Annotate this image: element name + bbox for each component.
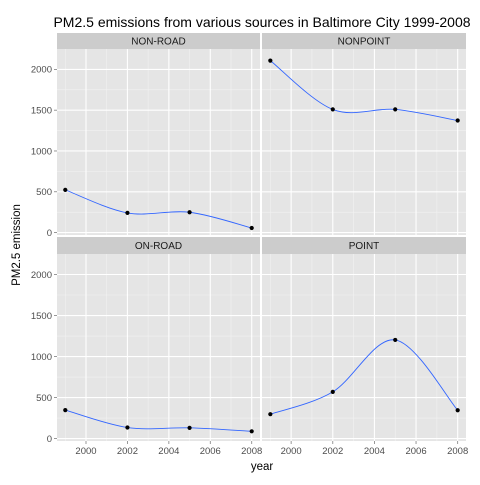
facet-strip-label: NONPOINT	[338, 37, 391, 48]
data-point	[393, 107, 398, 112]
series-line-non-road	[65, 189, 252, 229]
y-axis-label: PM2.5 emission	[11, 204, 23, 286]
facet-strip-nonpoint	[262, 33, 466, 49]
data-point	[455, 118, 460, 123]
panel-grid	[262, 254, 466, 441]
data-point	[330, 389, 335, 394]
data-point	[63, 187, 68, 192]
data-point	[63, 407, 68, 413]
panel-grid	[57, 254, 260, 441]
y-tick-label: 0	[47, 434, 52, 445]
panel-background	[262, 254, 466, 441]
data-point	[187, 425, 192, 430]
panel-background	[262, 49, 466, 235]
y-tick-label: 0	[47, 228, 52, 239]
y-tick-label: 1500	[31, 311, 52, 322]
data-point	[125, 425, 130, 430]
x-tick-label: 2004	[364, 446, 385, 457]
series-line-on-road	[65, 409, 252, 432]
data-point	[393, 337, 398, 343]
x-tick-label: 2004	[158, 446, 179, 457]
y-tick-label: 500	[36, 187, 52, 198]
facet-strip-label: NON-ROAD	[131, 37, 185, 48]
x-tick-label: 2006	[200, 446, 221, 457]
x-tick-label: 2008	[447, 446, 468, 457]
y-tick-label: 1500	[31, 105, 52, 116]
data-point	[455, 408, 460, 413]
panel-grid	[57, 49, 260, 235]
facet-nonpoint: NONPOINT	[262, 33, 466, 235]
panel-grid	[262, 49, 466, 235]
data-point	[249, 429, 254, 434]
x-tick-label: 2006	[405, 446, 426, 457]
facet-on-road: ON-ROAD 0 500 1000 1500 2000 2000 2002 2004 2006 2…	[31, 237, 262, 457]
x-tick-label: 2002	[117, 446, 138, 457]
x-tick-label: 2000	[75, 446, 96, 457]
chart-title: PM2.5 emissions from various sources in …	[53, 14, 470, 30]
data-point	[125, 210, 130, 216]
panel-background	[57, 49, 260, 235]
facet-panels: NON-ROAD 0 500 1000 1500 2000 NONPOINT ON-ROAD 0…	[31, 33, 468, 457]
data-point	[268, 58, 273, 63]
series-line-nonpoint	[270, 60, 458, 121]
x-axis-label: year	[251, 461, 274, 473]
y-tick-label: 1000	[31, 352, 52, 363]
x-tick-label: 2000	[281, 446, 302, 457]
y-tick-label: 1000	[31, 146, 52, 157]
facet-strip-on-road	[57, 237, 260, 254]
y-tick-label: 2000	[31, 65, 52, 76]
data-point	[330, 107, 335, 112]
facet-strip-point	[262, 237, 466, 254]
facet-non-road: NON-ROAD 0 500 1000 1500 2000	[31, 33, 260, 239]
x-tick-label: 2008	[241, 446, 262, 457]
facet-strip-label: POINT	[349, 241, 380, 252]
facet-strip-label: ON-ROAD	[135, 241, 182, 252]
y-tick-label: 2000	[31, 270, 52, 281]
y-tick-label: 500	[36, 393, 52, 404]
facet-point: POINT 2000 2002 2004 2006 2008	[262, 237, 468, 457]
x-tick-label: 2002	[322, 446, 343, 457]
data-point	[268, 412, 273, 417]
data-point	[187, 210, 192, 215]
facet-strip-non-road	[57, 33, 260, 49]
data-point	[249, 225, 254, 231]
panel-background	[57, 254, 260, 441]
series-line-point	[270, 339, 459, 415]
